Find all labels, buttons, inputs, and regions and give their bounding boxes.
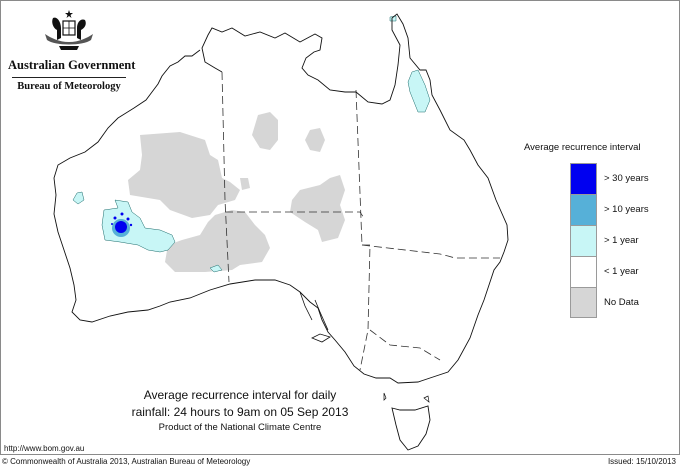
legend-swatch bbox=[570, 163, 597, 194]
bom-logo: Australian Government Bureau of Meteorol… bbox=[8, 8, 136, 92]
legend-title: Average recurrence interval bbox=[524, 142, 641, 153]
government-name: Australian Government bbox=[8, 58, 136, 72]
map-title-line1: Average recurrence interval for daily bbox=[143, 388, 337, 402]
bom-url-link[interactable]: http://www.bom.gov.au bbox=[4, 444, 85, 453]
map-title-line2: rainfall: 24 hours to 9am on 05 Sep 2013 bbox=[131, 405, 349, 419]
legend-swatch bbox=[570, 194, 597, 225]
product-credit: Product of the National Climate Centre bbox=[158, 422, 322, 433]
australia-map bbox=[53, 13, 509, 451]
copyright-text: © Commonwealth of Australia 2013, Austra… bbox=[2, 457, 251, 466]
legend-swatch bbox=[570, 225, 597, 256]
legend-label: > 10 years bbox=[604, 204, 649, 215]
gt1-year-regions bbox=[72, 15, 431, 273]
legend-swatch bbox=[570, 256, 597, 287]
coat-of-arms-icon bbox=[45, 10, 93, 50]
legend-label: > 1 year bbox=[604, 235, 639, 246]
state-borders bbox=[221, 71, 500, 371]
legend-label: > 30 years bbox=[604, 173, 649, 184]
no-data-regions bbox=[128, 112, 345, 272]
tasmania bbox=[391, 405, 431, 451]
legend-label: No Data bbox=[604, 297, 639, 308]
bureau-name: Bureau of Meteorology bbox=[17, 81, 121, 92]
legend-label: < 1 year bbox=[604, 266, 639, 277]
legend-swatch bbox=[570, 287, 597, 318]
issued-date: Issued: 15/10/2013 bbox=[607, 457, 676, 466]
coastline bbox=[53, 13, 509, 384]
gt30-year-regions bbox=[111, 212, 133, 233]
logo-divider bbox=[12, 77, 126, 78]
